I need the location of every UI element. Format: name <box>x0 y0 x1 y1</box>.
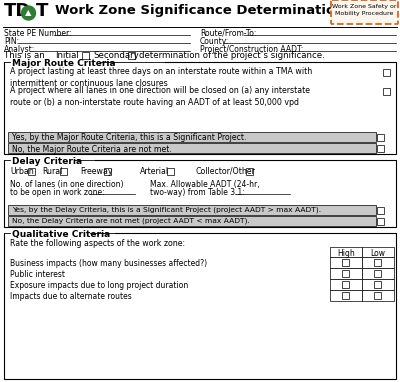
Bar <box>362 268 394 279</box>
Text: Work Zone Safety or
Mobility Procedure: Work Zone Safety or Mobility Procedure <box>332 4 396 16</box>
Text: Low: Low <box>370 249 386 257</box>
Bar <box>342 270 349 277</box>
Text: Project/Construction AADT:: Project/Construction AADT: <box>200 45 303 54</box>
Bar <box>377 217 384 225</box>
Bar <box>82 52 89 59</box>
Bar <box>377 133 384 141</box>
Bar <box>8 143 376 153</box>
Text: Rate the following aspects of the work zone:: Rate the following aspects of the work z… <box>10 239 185 248</box>
Text: Exposure impacts due to long project duration: Exposure impacts due to long project dur… <box>10 281 188 290</box>
Bar <box>377 144 384 152</box>
Text: Business impacts (how many businesses affected?): Business impacts (how many businesses af… <box>10 259 207 268</box>
Bar <box>8 216 376 226</box>
Text: TD: TD <box>4 2 31 20</box>
Bar <box>374 270 381 277</box>
Text: Rural: Rural <box>42 167 62 176</box>
Text: Delay Criteria: Delay Criteria <box>12 157 82 165</box>
Bar <box>383 69 390 76</box>
Text: No, the Delay Criteria are not met (project AADT < max AADT).: No, the Delay Criteria are not met (proj… <box>12 217 250 224</box>
Text: Max. Allowable AADT (24-hr,: Max. Allowable AADT (24-hr, <box>150 180 260 189</box>
Text: This is an: This is an <box>4 51 45 60</box>
Bar <box>330 247 362 257</box>
Text: Collector/Other: Collector/Other <box>195 167 255 176</box>
Text: County:: County: <box>200 37 229 46</box>
Text: Public interest: Public interest <box>10 270 65 279</box>
Text: Route/From-To:: Route/From-To: <box>200 29 256 38</box>
Bar <box>362 247 394 257</box>
Text: No. of lanes (in one direction): No. of lanes (in one direction) <box>10 180 124 189</box>
Bar <box>330 268 362 279</box>
Text: High: High <box>337 249 355 257</box>
Bar <box>342 281 349 288</box>
Text: T: T <box>36 2 48 20</box>
Bar <box>383 88 390 95</box>
Bar <box>374 281 381 288</box>
Bar <box>104 168 111 175</box>
Text: determination of the project’s significance.: determination of the project’s significa… <box>139 51 325 60</box>
Text: Analyst:: Analyst: <box>4 45 35 54</box>
Bar <box>5 61 165 64</box>
Bar <box>362 279 394 290</box>
Bar <box>377 207 384 214</box>
Text: Arterial: Arterial <box>140 167 169 176</box>
Bar <box>8 132 376 142</box>
Bar <box>4 233 396 379</box>
Text: Yes, by the Major Route Criteria, this is a Significant Project.: Yes, by the Major Route Criteria, this i… <box>12 133 246 142</box>
Bar <box>342 259 349 266</box>
Bar <box>28 168 34 175</box>
Text: A project where all lanes in one direction will be closed on (a) any interstate
: A project where all lanes in one directi… <box>10 86 310 107</box>
Bar <box>330 257 362 268</box>
Bar <box>60 168 66 175</box>
Bar <box>128 52 135 59</box>
Bar <box>362 257 394 268</box>
Text: Freeway: Freeway <box>80 167 112 176</box>
Bar <box>330 279 362 290</box>
Text: Major Route Criteria: Major Route Criteria <box>12 58 116 68</box>
Text: Urban: Urban <box>10 167 34 176</box>
Bar <box>362 290 394 301</box>
Text: PIN:: PIN: <box>4 37 19 46</box>
Text: Impacts due to alternate routes: Impacts due to alternate routes <box>10 292 132 301</box>
Bar <box>4 160 396 227</box>
Bar <box>342 292 349 299</box>
Bar <box>374 292 381 299</box>
Text: Work Zone Significance Determination: Work Zone Significance Determination <box>55 4 345 17</box>
Text: State PE Number:: State PE Number: <box>4 29 72 38</box>
Text: A project lasting at least three days on an interstate route within a TMA with
i: A project lasting at least three days on… <box>10 67 312 88</box>
Bar <box>4 62 396 154</box>
Bar <box>5 232 115 235</box>
Bar <box>246 168 252 175</box>
Text: No, the Major Route Criteria are not met.: No, the Major Route Criteria are not met… <box>12 144 172 154</box>
Bar <box>8 205 376 215</box>
Text: Qualitative Criteria: Qualitative Criteria <box>12 230 110 238</box>
Bar <box>168 168 174 175</box>
Text: Yes, by the Delay Criteria, this is a Significant Project (project AADT > max AA: Yes, by the Delay Criteria, this is a Si… <box>12 207 321 213</box>
Bar <box>5 159 95 162</box>
Bar <box>374 259 381 266</box>
FancyBboxPatch shape <box>331 0 398 24</box>
Text: ▲: ▲ <box>25 8 32 18</box>
Text: Initial: Initial <box>55 51 79 60</box>
Text: to be open in work zone:: to be open in work zone: <box>10 188 105 197</box>
Bar <box>330 290 362 301</box>
Text: Secondary: Secondary <box>93 51 139 60</box>
Text: two-way) from Table 3.1:: two-way) from Table 3.1: <box>150 188 245 197</box>
Circle shape <box>22 6 36 20</box>
